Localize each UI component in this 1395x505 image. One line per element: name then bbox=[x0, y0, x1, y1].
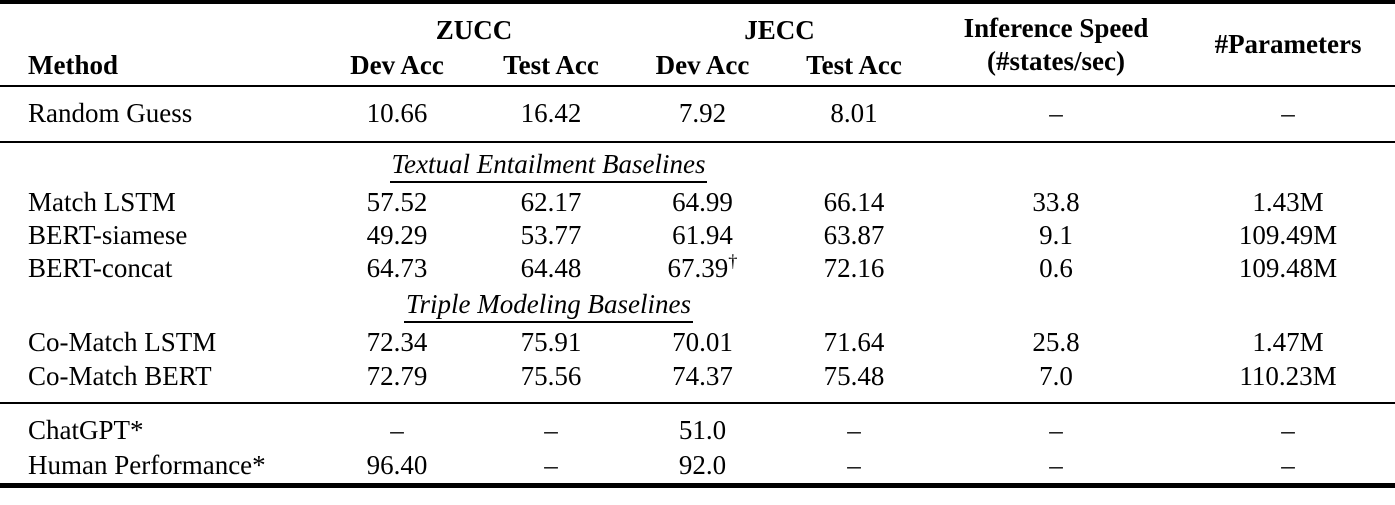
cell-zucc-dev: 57.52 bbox=[366, 186, 428, 217]
header-row-subcolumns: Method Dev Acc Test Acc Dev Acc Test Acc bbox=[0, 47, 1395, 87]
cell-zucc-dev: – bbox=[390, 414, 404, 445]
section-spacer bbox=[0, 286, 320, 326]
section-row-textual-entailment: Textual Entailment Baselines bbox=[0, 142, 1395, 186]
table-row-bert-concat: BERT-concat 64.73 64.48 67.39† 72.16 0.6… bbox=[0, 252, 1395, 286]
cell-method: Match LSTM bbox=[28, 186, 176, 217]
results-table: ZUCC JECC Inference Speed (#states/sec) … bbox=[0, 0, 1395, 488]
cell-inference: 0.6 bbox=[1039, 253, 1073, 284]
section-spacer bbox=[0, 142, 320, 186]
cell-method: BERT-concat bbox=[28, 253, 173, 284]
dagger-superscript: † bbox=[728, 252, 738, 272]
cell-method: ChatGPT* bbox=[28, 414, 144, 445]
section-spacer bbox=[777, 286, 1395, 326]
header-inference-speed: Inference Speed (#states/sec) bbox=[931, 2, 1182, 87]
cell-zucc-dev: 72.79 bbox=[320, 359, 474, 404]
cell-parameters: 110.23M bbox=[1181, 359, 1395, 404]
table-row-human-performance: Human Performance* 96.40 – 92.0 – – – bbox=[0, 449, 1395, 485]
cell-parameters: – bbox=[1181, 86, 1395, 143]
cell-zucc-test: 62.17 bbox=[520, 186, 582, 217]
cell-zucc-test: – bbox=[544, 414, 558, 445]
table-row-bert-siamese: BERT-siamese 49.29 53.77 61.94 63.87 9.1… bbox=[0, 219, 1395, 252]
header-jecc-dev-acc: Dev Acc bbox=[628, 47, 778, 87]
cell-jecc-test: 72.16 bbox=[823, 253, 885, 284]
table-row-co-match-bert: Co-Match BERT 72.79 75.56 74.37 75.48 7.… bbox=[0, 359, 1395, 404]
table-row-random-guess: Random Guess 10.66 16.42 7.92 8.01 – – bbox=[0, 86, 1395, 143]
section-cell: Textual Entailment Baselines bbox=[320, 142, 777, 186]
cell-method: BERT-siamese bbox=[28, 219, 188, 250]
cell-zucc-dev: 49.29 bbox=[366, 219, 428, 250]
cell-inference: 33.8 bbox=[1032, 186, 1080, 217]
table-row-chatgpt: ChatGPT* – – 51.0 – – – bbox=[0, 403, 1395, 449]
cell-jecc-dev: 7.92 bbox=[628, 86, 778, 143]
cell-inference: 9.1 bbox=[1039, 219, 1073, 250]
header-inference-line2: (#states/sec) bbox=[987, 45, 1125, 76]
cell-zucc-test: 64.48 bbox=[520, 253, 582, 284]
header-zucc-dev-acc: Dev Acc bbox=[320, 47, 474, 87]
cell-jecc-dev: 74.37 bbox=[628, 359, 778, 404]
cell-parameters: 1.43M bbox=[1252, 186, 1324, 217]
cell-inference: – bbox=[931, 86, 1182, 143]
cell-method: Human Performance* bbox=[28, 450, 266, 481]
section-row-triple-modeling: Triple Modeling Baselines bbox=[0, 286, 1395, 326]
cell-jecc-test: – bbox=[847, 414, 861, 445]
header-zucc-test-acc: Test Acc bbox=[474, 47, 629, 87]
header-method: Method bbox=[0, 47, 320, 87]
cell-parameters: 109.49M bbox=[1238, 219, 1338, 250]
cell-method: Random Guess bbox=[0, 86, 320, 143]
cell-parameters: 1.47M bbox=[1252, 326, 1324, 357]
cell-zucc-test: – bbox=[544, 450, 558, 481]
cell-parameters: – bbox=[1281, 414, 1295, 445]
cell-jecc-dev: 70.01 bbox=[672, 326, 733, 357]
cell-inference: – bbox=[1049, 414, 1063, 445]
cell-inference: 25.8 bbox=[1032, 326, 1080, 357]
cell-jecc-test: 8.01 bbox=[777, 86, 932, 143]
cell-jecc-dev: 64.99 bbox=[672, 186, 733, 217]
cell-zucc-test: 53.77 bbox=[520, 219, 582, 250]
cell-parameters: 109.48M bbox=[1238, 253, 1338, 284]
table-row-match-lstm: Match LSTM 57.52 62.17 64.99 66.14 33.8 … bbox=[0, 186, 1395, 219]
cell-method: Co-Match BERT bbox=[0, 359, 320, 404]
cell-method: Co-Match LSTM bbox=[28, 326, 217, 357]
header-row-groups: ZUCC JECC Inference Speed (#states/sec) … bbox=[0, 2, 1395, 87]
cell-jecc-test: 66.14 bbox=[823, 186, 885, 217]
cell-jecc-test: – bbox=[847, 450, 861, 481]
cell-inference: – bbox=[1049, 450, 1063, 481]
cell-jecc-test: 75.48 bbox=[777, 359, 932, 404]
section-spacer bbox=[777, 142, 1395, 186]
header-jecc-test-acc: Test Acc bbox=[777, 47, 932, 87]
cell-zucc-test: 75.91 bbox=[520, 326, 582, 357]
cell-jecc-dev: 61.94 bbox=[672, 219, 733, 250]
section-cell: Triple Modeling Baselines bbox=[320, 286, 777, 326]
header-inference-line1: Inference Speed bbox=[963, 13, 1149, 44]
cell-jecc-test: 63.87 bbox=[823, 219, 885, 250]
header-group-jecc: JECC bbox=[744, 14, 815, 45]
cell-jecc-dev: 67.39† bbox=[628, 252, 777, 286]
cell-value: 67.39 bbox=[667, 253, 729, 284]
cell-jecc-test: 71.64 bbox=[823, 326, 885, 357]
cell-zucc-dev: 72.34 bbox=[366, 326, 428, 357]
cell-inference: 7.0 bbox=[931, 359, 1182, 404]
section-title-triple: Triple Modeling Baselines bbox=[404, 289, 693, 323]
cell-jecc-dev: 51.0 bbox=[678, 414, 727, 445]
table-row-co-match-lstm: Co-Match LSTM 72.34 75.91 70.01 71.64 25… bbox=[0, 326, 1395, 359]
header-parameters: #Parameters bbox=[1181, 2, 1395, 87]
cell-parameters: – bbox=[1281, 450, 1295, 481]
cell-zucc-dev: 64.73 bbox=[366, 253, 428, 284]
cell-zucc-test: 75.56 bbox=[474, 359, 629, 404]
cell-jecc-dev: 92.0 bbox=[678, 450, 727, 481]
cell-zucc-dev: 10.66 bbox=[320, 86, 474, 143]
cell-zucc-dev: 96.40 bbox=[366, 450, 428, 481]
header-group-zucc: ZUCC bbox=[435, 14, 513, 45]
section-title-textual: Textual Entailment Baselines bbox=[389, 149, 708, 183]
cell-zucc-test: 16.42 bbox=[474, 86, 629, 143]
header-empty-corner bbox=[0, 2, 320, 47]
